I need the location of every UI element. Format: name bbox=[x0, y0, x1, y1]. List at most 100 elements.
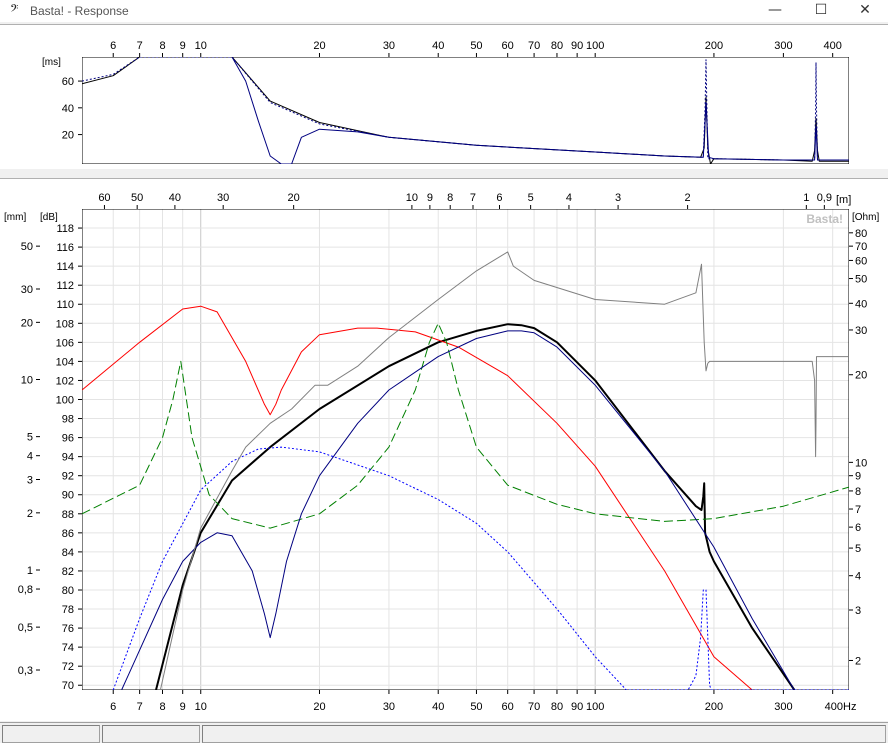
ohm-tick-label: 9 bbox=[855, 471, 861, 483]
series-line-1 bbox=[155, 323, 796, 690]
bass-clef-icon: 𝄢 bbox=[10, 3, 19, 18]
response-chart[interactable]: 7072747678808284868890929496981001021041… bbox=[0, 179, 888, 721]
frequency-tick-label: 9 bbox=[180, 701, 186, 713]
maximize-button[interactable]: ☐ bbox=[814, 2, 828, 18]
series-line-2 bbox=[82, 305, 753, 690]
status-bar bbox=[0, 722, 888, 743]
frequency-tick-label: 7 bbox=[137, 701, 143, 713]
mm-axis-unit-label: [mm] bbox=[4, 212, 26, 223]
x-tick-label: 10 bbox=[195, 40, 207, 52]
ohm-tick-label: 30 bbox=[855, 325, 867, 337]
frequency-tick-label: 30 bbox=[383, 701, 395, 713]
chart-background bbox=[0, 25, 888, 169]
mm-tick-label: 5 bbox=[27, 432, 33, 444]
ohm-tick-label: 40 bbox=[855, 298, 867, 310]
series-line-3 bbox=[231, 57, 849, 164]
frequency-tick-label: 400Hz bbox=[825, 701, 857, 713]
ohm-tick-label: 8 bbox=[855, 486, 861, 498]
x-tick-label: 7 bbox=[137, 40, 143, 52]
series-line-6 bbox=[159, 251, 849, 690]
x-tick-label: 80 bbox=[551, 40, 563, 52]
wavelength-tick-label: 50 bbox=[131, 192, 143, 204]
db-tick-label: 70 bbox=[62, 680, 74, 692]
db-tick-label: 92 bbox=[62, 471, 74, 483]
db-tick-label: 110 bbox=[56, 299, 74, 311]
x-tick-label: 9 bbox=[180, 40, 186, 52]
wavelength-tick-label: 8 bbox=[447, 192, 453, 204]
frequency-tick-label: 50 bbox=[470, 701, 482, 713]
mm-tick-label: 0,5 bbox=[18, 622, 33, 634]
db-tick-label: 88 bbox=[62, 509, 74, 521]
x-tick-label: 70 bbox=[528, 40, 540, 52]
db-axis-unit-label: [dB] bbox=[40, 212, 58, 223]
db-tick-label: 114 bbox=[56, 261, 74, 273]
watermark-text: Basta! bbox=[806, 212, 843, 226]
ohm-tick-label: 4 bbox=[855, 571, 861, 583]
x-tick-label: 30 bbox=[383, 40, 395, 52]
ohm-tick-label: 70 bbox=[855, 241, 867, 253]
group-delay-chart[interactable]: 204060204060[ms]678910203040506070809010… bbox=[0, 25, 888, 169]
db-tick-label: 90 bbox=[62, 490, 74, 502]
x-tick-label: 400 bbox=[823, 40, 841, 52]
frequency-tick-label: 60 bbox=[502, 701, 514, 713]
wavelength-tick-label: 3 bbox=[615, 192, 621, 204]
x-tick-label: 60 bbox=[502, 40, 514, 52]
y-tick-label: 20 bbox=[62, 130, 74, 142]
db-tick-label: 82 bbox=[62, 566, 74, 578]
ohm-axis-unit-label: [Ohm] bbox=[852, 212, 879, 223]
ohm-tick-label: 20 bbox=[855, 370, 867, 382]
ohm-tick-label: 3 bbox=[855, 605, 861, 617]
close-button[interactable]: ✕ bbox=[859, 2, 871, 18]
db-tick-label: 96 bbox=[62, 433, 74, 445]
db-tick-label: 100 bbox=[56, 394, 74, 406]
wavelength-tick-label: 7 bbox=[470, 192, 476, 204]
plot-area: 7072747678808284868890929496981001021041… bbox=[82, 209, 849, 690]
group-delay-panel: 204060204060[ms]678910203040506070809010… bbox=[0, 24, 888, 169]
x-tick-label: 200 bbox=[705, 40, 723, 52]
y-tick-label: 60 bbox=[62, 76, 74, 88]
mm-tick-label: 1 bbox=[27, 565, 33, 577]
mm-tick-label: 50 bbox=[21, 241, 33, 253]
status-cell-3 bbox=[202, 725, 886, 743]
chart-background bbox=[0, 179, 888, 721]
ohm-tick-label: 50 bbox=[855, 274, 867, 286]
ohm-tick-label: 7 bbox=[855, 504, 861, 516]
ohm-tick-label: 10 bbox=[855, 457, 867, 469]
ohm-tick-label: 2 bbox=[855, 655, 861, 667]
status-cell-1 bbox=[2, 725, 100, 743]
mm-tick-label: 4 bbox=[27, 451, 33, 463]
db-tick-label: 108 bbox=[56, 318, 74, 330]
series-line-2 bbox=[82, 57, 849, 161]
x-tick-label: 50 bbox=[470, 40, 482, 52]
x-tick-label: 20 bbox=[313, 40, 325, 52]
frequency-tick-label: 8 bbox=[159, 701, 165, 713]
response-panel: 7072747678808284868890929496981001021041… bbox=[0, 178, 888, 721]
x-tick-label: 8 bbox=[159, 40, 165, 52]
wavelength-tick-label: 6 bbox=[496, 192, 502, 204]
x-tick-label: 300 bbox=[774, 40, 792, 52]
ohm-tick-label: 5 bbox=[855, 543, 861, 555]
frequency-tick-label: 70 bbox=[528, 701, 540, 713]
minimize-button[interactable]: — bbox=[768, 2, 782, 18]
wavelength-tick-label: 5 bbox=[528, 192, 534, 204]
series-line-4 bbox=[121, 330, 795, 690]
mm-tick-label: 10 bbox=[21, 374, 33, 386]
y-tick-label: 40 bbox=[62, 103, 74, 115]
mm-tick-label: 30 bbox=[21, 284, 33, 296]
db-tick-label: 102 bbox=[56, 375, 74, 387]
wavelength-tick-label: 1 bbox=[803, 192, 809, 204]
wavelength-axis-unit-label: [m] bbox=[836, 194, 851, 206]
ohm-tick-label: 60 bbox=[855, 255, 867, 267]
frequency-tick-label: 20 bbox=[313, 701, 325, 713]
db-tick-label: 106 bbox=[56, 337, 74, 349]
db-tick-label: 76 bbox=[62, 623, 74, 635]
db-tick-label: 84 bbox=[62, 547, 74, 559]
x-tick-label: 6 bbox=[110, 40, 116, 52]
ohm-tick-label: 6 bbox=[855, 522, 861, 534]
db-tick-label: 78 bbox=[62, 604, 74, 616]
db-tick-label: 80 bbox=[62, 585, 74, 597]
wavelength-tick-label: 9 bbox=[427, 192, 433, 204]
wavelength-tick-label: 20 bbox=[288, 192, 300, 204]
db-tick-label: 94 bbox=[62, 452, 74, 464]
